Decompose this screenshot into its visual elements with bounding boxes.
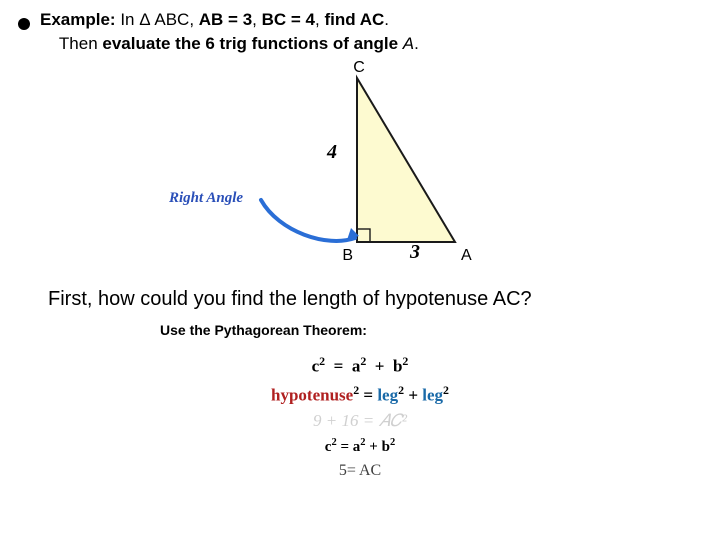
equation-2: hypotenuse2 = leg2 + leg2 (0, 383, 720, 406)
equations-area: c2 = a2 + b2 hypotenuse2 = leg2 + leg2 9… (0, 348, 720, 486)
bullet-icon (18, 18, 30, 30)
triangle-svg: C B A 4 3 Right Angle (165, 60, 505, 275)
header-text-1c: , (252, 10, 261, 29)
hint-text: Use the Pythagorean Theorem: (160, 322, 367, 338)
example-label: Example: (40, 10, 116, 29)
header-text-1a: In Δ ABC, (120, 10, 198, 29)
equation-1: c2 = a2 + b2 (0, 354, 720, 377)
svg-text:C: C (353, 60, 365, 76)
question-text: First, how could you find the length of … (48, 288, 532, 311)
svg-text:A: A (461, 247, 472, 264)
svg-text:B: B (342, 247, 353, 264)
header-text-2c: A (403, 34, 414, 53)
header-text-2d: . (414, 34, 419, 53)
svg-text:3: 3 (409, 241, 420, 263)
eq2-hyp: hypotenuse (271, 385, 353, 404)
eq2-leg1: leg (377, 385, 398, 404)
equation-4: c2 = a2 + b2 (0, 437, 720, 456)
header-text-2a: Then (59, 34, 102, 53)
header-text-2b: evaluate the 6 trig functions of angle (102, 34, 402, 53)
header-text-1g: . (384, 10, 389, 29)
svg-text:4: 4 (326, 141, 337, 163)
header-text-1f: find AC (324, 10, 384, 29)
triangle-diagram: C B A 4 3 Right Angle (165, 60, 505, 275)
header-text-1b: AB = 3 (199, 10, 252, 29)
equation-3: 9 + 16 = 𝐴𝐶² (0, 411, 720, 431)
header-text-1d: BC = 4 (262, 10, 315, 29)
svg-text:Right Angle: Right Angle (168, 190, 243, 206)
eq1-b: b (393, 357, 402, 376)
example-header: Example: In Δ ABC, AB = 3, BC = 4, find … (40, 8, 419, 56)
eq2-leg2: leg (422, 385, 443, 404)
equation-5: 5= AC (0, 462, 720, 480)
eq4-b: b (382, 439, 390, 455)
